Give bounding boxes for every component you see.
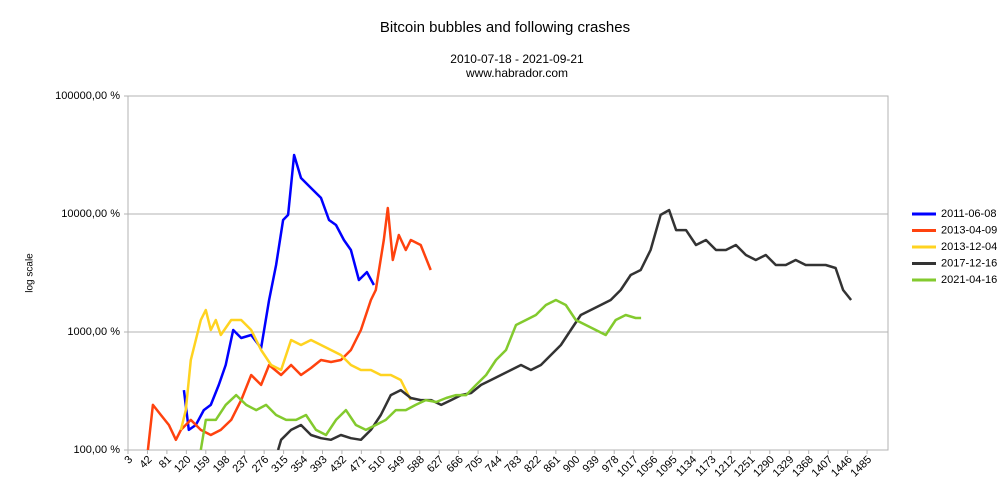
x-tick-label: 1251	[732, 454, 758, 480]
x-tick-label: 900	[561, 454, 582, 475]
x-tick-label: 471	[347, 454, 368, 475]
x-tick-label: 120	[172, 454, 193, 475]
x-tick-label: 237	[230, 454, 251, 475]
x-tick-label: 1329	[771, 454, 797, 480]
x-tick-label: 1290	[751, 454, 777, 480]
x-tick-label: 588	[405, 454, 426, 475]
x-tick-label: 1173	[693, 454, 718, 479]
legend-label: 2011-06-08	[941, 208, 996, 220]
x-tick-label: 393	[308, 454, 329, 475]
legend-label: 2013-12-04	[941, 241, 997, 253]
x-tick-label: 783	[503, 454, 524, 475]
x-tick-label: 81	[157, 454, 174, 471]
x-tick-label: 744	[483, 454, 504, 475]
series-line	[276, 208, 853, 450]
series-line	[146, 206, 432, 450]
x-tick-label: 666	[444, 454, 465, 475]
plot-lines	[146, 153, 853, 450]
x-tick-label: 1017	[615, 454, 641, 480]
chart-subtitle: 2010-07-18 - 2021-09-21	[450, 52, 584, 66]
x-tick-label: 822	[522, 454, 543, 475]
y-tick-label: 10000,00 %	[61, 208, 120, 220]
x-tick-label: 861	[542, 454, 563, 475]
series-line	[179, 308, 412, 431]
x-tick-label: 939	[580, 454, 601, 475]
y-tick-label: 1000,00 %	[67, 326, 120, 338]
x-tick-label: 198	[211, 454, 232, 475]
x-tick-label: 1407	[810, 454, 836, 480]
y-tick-label: 100,00 %	[74, 444, 121, 456]
x-tick-label: 549	[386, 454, 407, 475]
x-tick-label: 1056	[634, 454, 660, 480]
x-tick-label: 432	[328, 454, 349, 475]
chart-title: Bitcoin bubbles and following crashes	[380, 19, 630, 36]
x-tick-label: 42	[137, 454, 154, 471]
x-tick-label: 627	[425, 454, 446, 475]
x-tick-label: 354	[289, 454, 310, 475]
x-tick-label: 1368	[790, 454, 816, 480]
x-tick-label: 1095	[654, 454, 680, 480]
y-tick-label: 100000,00 %	[55, 90, 120, 102]
chart-source: www.habrador.com	[465, 66, 568, 80]
x-tick-label: 315	[269, 454, 290, 475]
x-tick-label: 1212	[712, 454, 738, 480]
x-tick-label: 510	[367, 454, 388, 475]
x-tick-label: 276	[250, 454, 271, 475]
x-tick-label: 1134	[674, 454, 699, 479]
series-line	[199, 298, 642, 450]
x-tick-label: 1446	[829, 454, 855, 480]
legend-label: 2021-04-16	[941, 274, 997, 286]
x-tick-label: 159	[192, 454, 213, 475]
x-tick-label: 3	[122, 454, 135, 467]
legend-label: 2013-04-09	[941, 224, 997, 236]
x-tick-label: 705	[464, 454, 485, 475]
series-line	[182, 153, 375, 432]
legend-label: 2017-12-16	[941, 257, 997, 269]
x-tick-label: 1485	[848, 454, 874, 480]
y-axis-label: log scale	[25, 253, 36, 293]
